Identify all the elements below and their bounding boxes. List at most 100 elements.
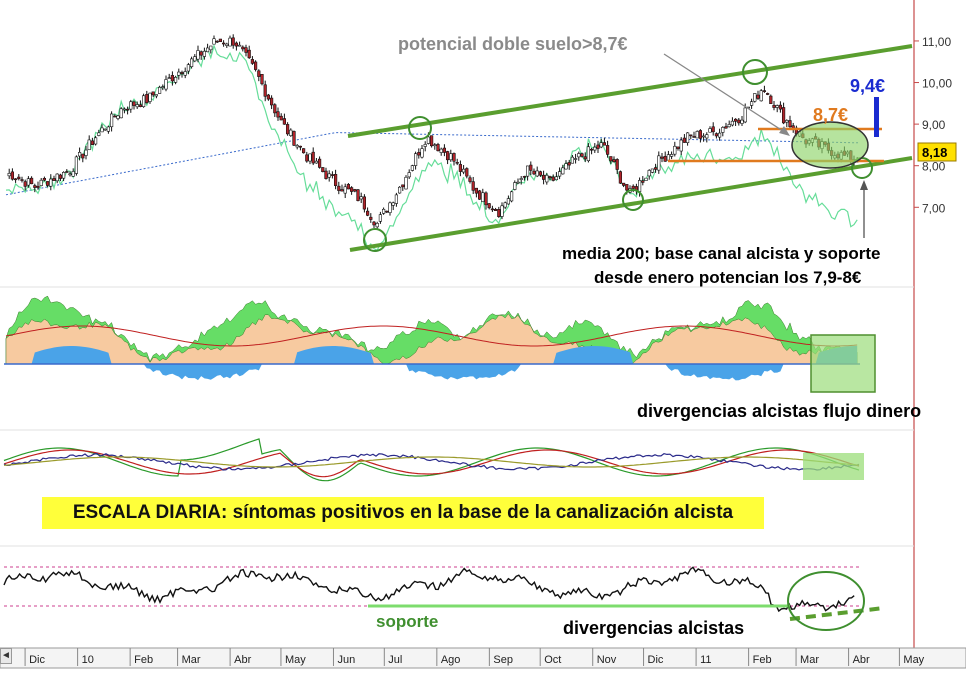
x-tick-label: May <box>285 654 306 666</box>
candle-body <box>132 101 136 106</box>
candle-body <box>436 144 440 152</box>
candle-body <box>295 145 299 148</box>
scroll-left-icon[interactable]: ◄ <box>0 648 12 664</box>
candle-body <box>753 93 757 102</box>
candle-body <box>289 129 293 136</box>
channel-bottom-line <box>349 156 913 252</box>
candle-body <box>695 131 699 139</box>
candle-body <box>644 177 648 181</box>
candle-body <box>23 181 27 187</box>
candle-body <box>17 176 21 180</box>
candle-body <box>45 181 50 186</box>
candle-body <box>625 184 629 191</box>
candle-body <box>468 177 472 182</box>
average-polyline <box>5 132 859 196</box>
candle-body <box>292 131 296 146</box>
candle-body <box>279 115 283 121</box>
candle-body <box>209 45 213 51</box>
candle-body <box>94 137 98 145</box>
candle-body <box>90 140 94 145</box>
x-tick-label: Feb <box>753 654 772 666</box>
candle-body <box>567 162 571 166</box>
x-axis-ticks: Dic 10 Feb Mar Abr May Jun Jul Ago Sep Oct Nov Dic 11… <box>24 648 925 666</box>
candle-body <box>61 172 66 179</box>
x-tick-label: Dic <box>648 654 664 666</box>
candle-body <box>404 176 408 190</box>
candle-body <box>113 115 117 118</box>
y-tick-label: 7,00 <box>922 201 946 215</box>
candle-body <box>737 119 741 124</box>
flow-signal-line <box>5 325 858 347</box>
candle-body <box>477 190 482 200</box>
candle-body <box>445 151 450 161</box>
price-candles <box>7 34 859 230</box>
x-tick-label: 11 <box>700 654 711 666</box>
candle-body <box>154 94 159 97</box>
candle-body <box>525 165 530 177</box>
candle-body <box>55 173 59 182</box>
high-circle-1 <box>408 116 432 140</box>
x-tick-label: Dic <box>29 654 45 666</box>
candle-body <box>589 148 594 151</box>
candle-body <box>605 145 610 155</box>
candle-body <box>769 95 773 104</box>
candle-body <box>365 210 370 216</box>
candle-body <box>474 187 479 194</box>
candle-body <box>593 146 597 151</box>
candle-body <box>788 120 792 128</box>
candle-body <box>20 179 24 181</box>
double-bottom-ellipse <box>791 121 869 169</box>
candle-body <box>257 70 261 77</box>
x-tick-label: Feb <box>134 654 153 666</box>
low-circle-1 <box>363 228 387 252</box>
flow-highlight-box <box>810 334 876 393</box>
candle-body <box>119 108 123 119</box>
candle-body <box>423 144 427 147</box>
candle-body <box>161 86 165 88</box>
candle-body <box>641 180 645 183</box>
candle-body <box>442 147 447 153</box>
osc-olive-line <box>3 456 860 468</box>
candle-body <box>759 90 763 102</box>
resistance-price-label: 8,7€ <box>813 105 848 125</box>
channel-top-line <box>347 44 913 138</box>
candle-body <box>407 172 411 178</box>
candle-body <box>554 176 558 181</box>
divergence-ellipse <box>787 571 865 631</box>
candle-body <box>615 159 619 170</box>
candle-body <box>461 168 466 173</box>
candle-body <box>653 167 658 170</box>
candle-body <box>215 40 219 43</box>
divergence-label: divergencias alcistas <box>563 618 744 638</box>
candle-body <box>14 178 18 181</box>
candle-body <box>100 127 104 133</box>
candle-body <box>596 144 600 149</box>
candle-body <box>708 128 712 133</box>
osc-blue-line <box>3 452 860 471</box>
candle-body <box>609 156 613 162</box>
candle-body <box>36 185 40 188</box>
osc-red-line <box>3 449 860 478</box>
x-tick-label: Mar <box>800 654 819 666</box>
x-tick-label: Nov <box>597 654 617 666</box>
candle-body <box>749 101 754 106</box>
flow-divergence-note: divergencias alcistas flujo dinero <box>637 401 921 421</box>
candle-body <box>529 164 533 171</box>
candle-body <box>343 186 347 194</box>
candle-body <box>71 171 75 177</box>
candle-body <box>772 104 776 108</box>
candle-body <box>282 118 287 125</box>
candle-body <box>717 132 722 138</box>
candle-body <box>135 104 139 108</box>
candle-body <box>541 174 546 180</box>
candle-body <box>276 111 280 118</box>
candle-body <box>186 64 191 72</box>
dotted-average-line <box>5 132 859 196</box>
candle-body <box>778 104 782 110</box>
oscillator-lines <box>3 438 860 482</box>
candle-body <box>586 146 590 162</box>
candle-body <box>516 181 520 184</box>
candle-body <box>676 146 680 149</box>
candle-body <box>234 42 239 47</box>
